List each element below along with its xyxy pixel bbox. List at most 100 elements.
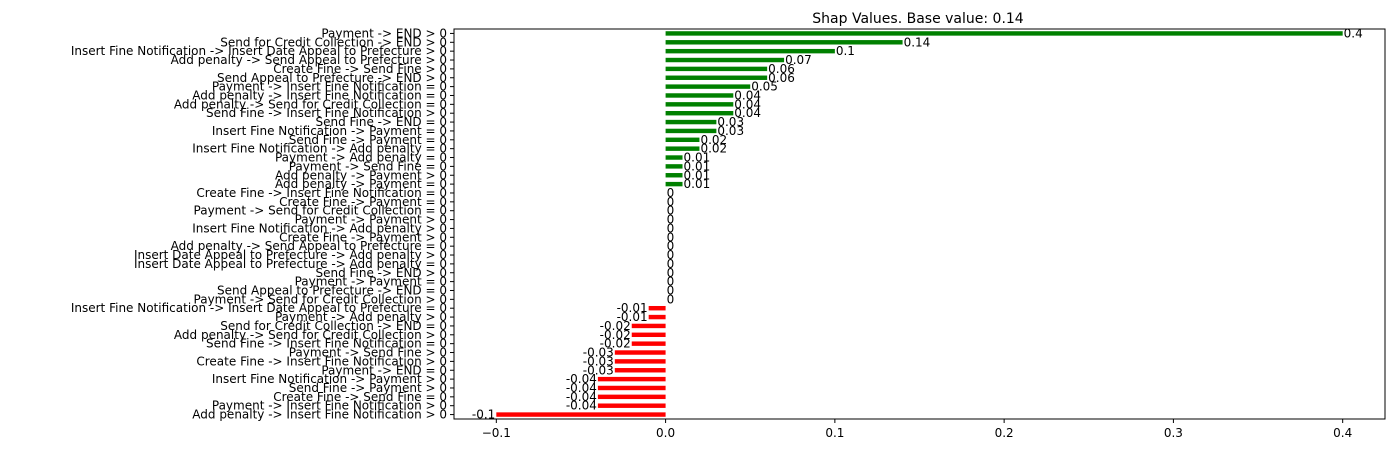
x-axis: −0.1 0.0 0.1 0.2 0.3 0.4	[482, 419, 1352, 440]
category-label: Add penalty -> Send for Credit Collectio…	[174, 328, 447, 342]
category-label: Create Fine -> Payment = 0	[279, 195, 447, 209]
category-label: Insert Fine Notification -> Add penalty …	[192, 142, 447, 156]
category-label: Send Appeal to Prefecture -> END > 0	[217, 71, 447, 85]
bar	[597, 394, 666, 400]
value-label: 0	[667, 248, 675, 262]
value-label: -0.01	[617, 301, 648, 315]
value-label: 0.07	[785, 53, 812, 67]
category-label: Send Appeal to Prefecture -> END = 0	[217, 283, 447, 297]
value-label: 0.02	[700, 142, 727, 156]
value-label: -0.02	[600, 328, 631, 342]
category-label: Send Fine -> Payment > 0	[289, 381, 447, 395]
value-label: 0.01	[684, 159, 711, 173]
category-label: Payment -> Insert Fine Notification > 0	[212, 399, 447, 413]
category-label: Create Fine -> Send Fine > 0	[273, 62, 447, 76]
x-tick-label: 0.0	[656, 426, 675, 440]
bar	[665, 57, 785, 63]
value-label: 0.01	[684, 177, 711, 191]
category-label: Add penalty -> Payment = 0	[275, 177, 447, 191]
value-label: -0.03	[583, 346, 614, 360]
category-labels-group: Payment -> END > 0 Send for Credit Collec…	[71, 26, 454, 422]
category-label: Create Fine -> Insert Fine Notification …	[196, 186, 447, 200]
x-tick-label: 0.2	[995, 426, 1014, 440]
value-label: 0	[667, 186, 675, 200]
bar	[614, 368, 666, 373]
x-tick-label: −0.1	[482, 426, 511, 440]
bar	[614, 350, 666, 355]
bar	[665, 102, 734, 107]
category-label: Insert Fine Notification -> Payment > 0	[212, 372, 447, 386]
value-label: -0.1	[472, 408, 495, 422]
bar	[665, 84, 751, 89]
value-label: -0.04	[566, 390, 597, 404]
category-label: Payment -> END = 0	[321, 363, 447, 377]
x-tick-label: 0.4	[1333, 426, 1352, 440]
category-label: Send Fine -> Insert Fine Notification > …	[206, 106, 447, 120]
value-label: 0.06	[768, 62, 795, 76]
chart-title: Shap Values. Base value: 0.14	[812, 11, 1024, 27]
value-label: 0.4	[1344, 26, 1363, 40]
bar	[665, 146, 700, 151]
value-label: 0	[667, 213, 675, 227]
category-label: Add penalty -> Insert Fine Notification …	[192, 88, 447, 102]
x-tick-label: 0.3	[1164, 426, 1183, 440]
category-label: Insert Fine Notification -> Insert Date …	[71, 301, 447, 315]
value-label: 0.14	[904, 35, 931, 49]
bar	[665, 155, 683, 160]
category-label: Payment -> Payment > 0	[295, 213, 447, 227]
value-label: 0	[667, 195, 675, 209]
value-label: 0.06	[768, 71, 795, 85]
value-label: 0.04	[734, 106, 761, 120]
category-label: Insert Date Appeal to Prefecture -> Add …	[134, 248, 447, 262]
category-label: Insert Fine Notification -> Add penalty …	[192, 221, 447, 235]
bar	[665, 40, 903, 45]
plot-frame	[453, 28, 1386, 420]
category-label: Payment -> END > 0	[321, 26, 447, 40]
value-label: -0.03	[583, 363, 614, 377]
category-label: Payment -> Send for Credit Collection > …	[194, 292, 447, 306]
value-label: 0.03	[717, 115, 744, 129]
value-label: -0.02	[600, 319, 631, 333]
category-label: Payment -> Add penalty = 0	[275, 151, 447, 165]
category-label: Add penalty -> Send Appeal to Prefecture…	[171, 53, 447, 67]
value-label: -0.02	[600, 337, 631, 351]
value-label: 0	[667, 283, 675, 297]
category-label: Add penalty -> Send Appeal to Prefecture…	[171, 239, 447, 253]
category-label: Send for Credit Collection -> END = 0	[220, 319, 447, 333]
category-label: Send Fine -> END = 0	[315, 115, 447, 129]
bar	[665, 48, 835, 54]
value-label: -0.04	[566, 372, 597, 386]
bar	[665, 93, 734, 98]
value-label: 0.02	[700, 133, 727, 147]
category-label: Payment -> Send Fine = 0	[289, 159, 447, 173]
x-tick-label: 0.1	[825, 426, 844, 440]
category-label: Create Fine -> Send Fine = 0	[273, 390, 447, 404]
category-label: Send Fine -> Insert Fine Notification = …	[206, 337, 447, 351]
bar	[614, 359, 666, 364]
category-label: Payment -> Add penalty > 0	[275, 310, 447, 324]
category-label: Insert Fine Notification -> Payment = 0	[212, 124, 447, 138]
category-label: Insert Fine Notification -> Insert Date …	[71, 44, 447, 58]
category-label: Payment -> Insert Fine Notification = 0	[212, 80, 447, 94]
bar	[665, 110, 734, 116]
bar	[597, 403, 666, 408]
bar	[665, 128, 717, 134]
value-label: -0.04	[566, 399, 597, 413]
value-label: 0	[667, 239, 675, 253]
bar	[665, 66, 768, 72]
value-label: 0.01	[684, 151, 711, 165]
category-label: Add penalty -> Send for Credit Collectio…	[174, 97, 447, 111]
value-label: 0	[667, 204, 675, 218]
bar	[665, 173, 683, 178]
value-label: 0.01	[684, 168, 711, 182]
bar	[597, 385, 666, 391]
category-label: Payment -> Send for Credit Collection = …	[194, 204, 447, 218]
bar	[665, 31, 1343, 36]
bar	[631, 323, 666, 329]
category-label: Payment -> Payment = 0	[295, 275, 447, 289]
value-label: 0.03	[717, 124, 744, 138]
bar	[597, 376, 666, 382]
bar	[665, 181, 683, 187]
value-label: 0.05	[751, 80, 778, 94]
